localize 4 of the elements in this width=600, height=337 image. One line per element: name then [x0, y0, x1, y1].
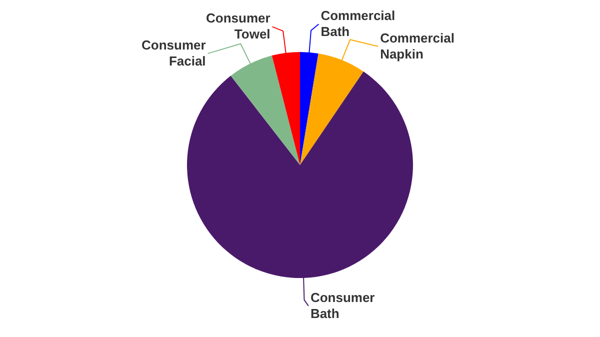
slice-label: Consumer Facial: [142, 38, 206, 69]
slice-label: Consumer Towel: [206, 10, 270, 42]
slice-label: Commercial Napkin: [380, 30, 454, 62]
slice-label: Consumer Bath: [310, 290, 375, 321]
